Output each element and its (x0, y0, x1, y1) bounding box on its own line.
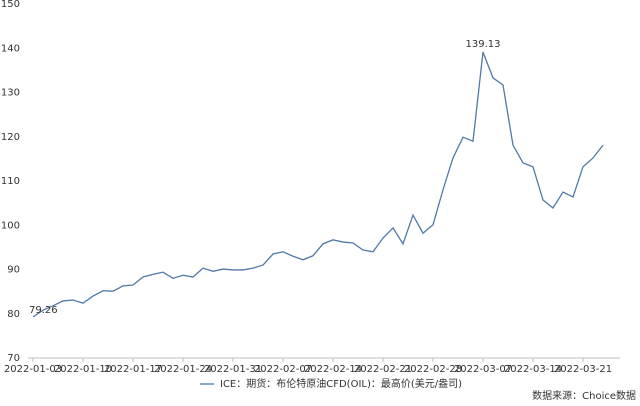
legend-label: ICE：期货：布伦特原油CFD(OIL)：最高价(美元/盎司) (220, 377, 462, 390)
x-tick-label: 2022-02-07 (254, 364, 312, 375)
x-tick-label: 2022-01-24 (154, 364, 212, 375)
x-tick-label: 2022-02-21 (354, 364, 412, 375)
y-tick-label: 110 (1, 176, 20, 187)
y-tick-label: 140 (1, 43, 20, 54)
data-label: 79.26 (29, 305, 58, 316)
x-tick-label: 2022-02-28 (404, 364, 462, 375)
x-tick-label: 2022-01-03 (4, 364, 62, 375)
x-tick-label: 2022-03-14 (504, 364, 562, 375)
y-tick-label: 70 (7, 353, 20, 364)
y-tick-label: 100 (1, 220, 20, 231)
line-series (32, 51, 604, 318)
x-tick-label: 2022-03-21 (554, 364, 612, 375)
y-tick-label: 150 (1, 0, 20, 10)
x-tick-label: 2022-03-07 (454, 364, 512, 375)
y-tick-label: 120 (1, 132, 20, 143)
x-tick-label: 2022-01-17 (104, 364, 162, 375)
x-tick-label: 2022-02-14 (304, 364, 362, 375)
x-tick-label: 2022-01-31 (204, 364, 262, 375)
x-tick-label: 2022-01-10 (54, 364, 112, 375)
y-tick-label: 130 (1, 88, 20, 99)
y-tick-label: 80 (7, 309, 20, 320)
y-tick-label: 90 (7, 265, 20, 276)
data-label: 139.13 (466, 39, 501, 50)
source-note: 数据来源：Choice数据 (532, 389, 636, 402)
